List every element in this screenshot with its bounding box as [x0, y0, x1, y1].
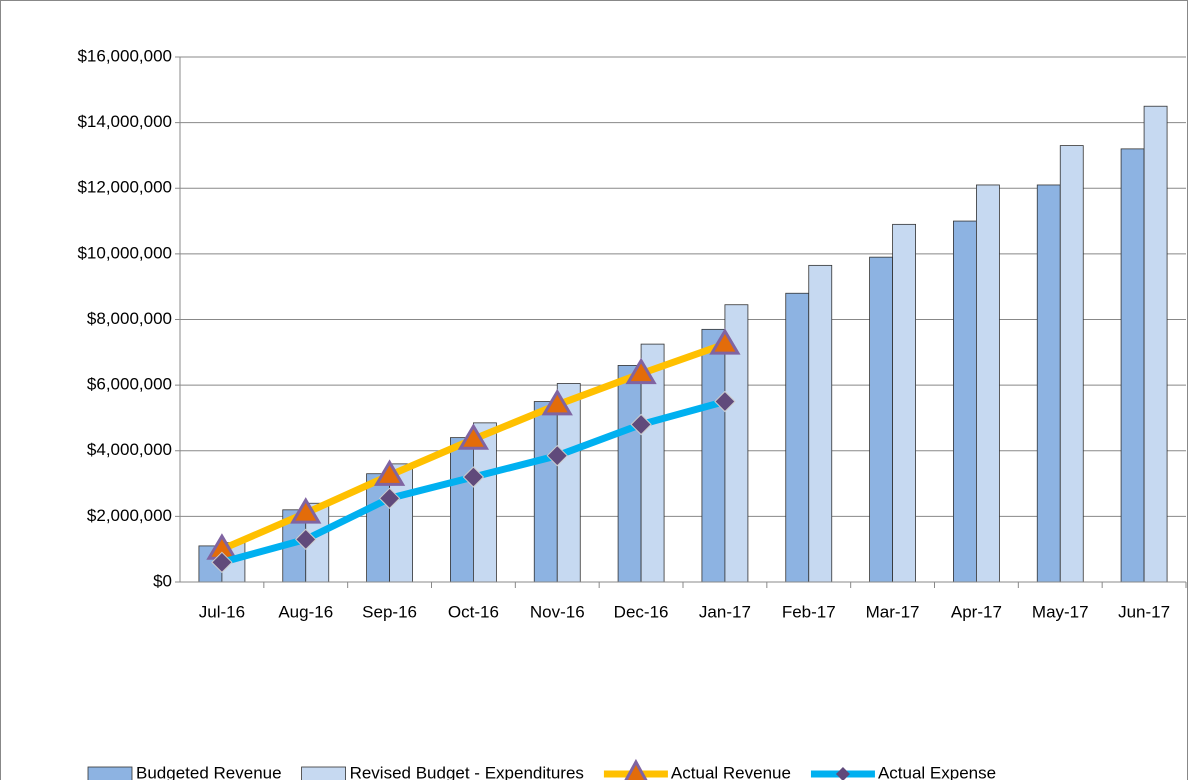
marker	[630, 413, 652, 436]
legend-label: Revised Budget - Expenditures	[350, 763, 584, 780]
bar	[450, 437, 474, 583]
x-tick-label: May-17	[1032, 602, 1089, 621]
legend-label: Actual Expense	[878, 763, 996, 780]
bar	[701, 328, 726, 583]
marker	[211, 551, 233, 574]
bar	[953, 220, 977, 583]
x-tick-label: Jun-17	[1118, 602, 1170, 621]
marker	[457, 423, 490, 450]
x-tick-label: Dec-16	[614, 602, 669, 621]
x-tick-label: Nov-16	[530, 602, 585, 621]
legend-swatch	[87, 766, 133, 780]
bar	[869, 256, 893, 583]
y-tick-label: $2,000,000	[87, 506, 172, 525]
marker	[462, 466, 485, 488]
y-tick-label: $12,000,000	[77, 178, 172, 197]
marker	[546, 444, 568, 467]
legend-label: Actual Revenue	[671, 763, 791, 780]
bar	[808, 264, 833, 583]
marker	[373, 459, 406, 486]
x-tick-label: Mar-17	[866, 602, 920, 621]
x-tick-label: Oct-16	[448, 602, 499, 621]
bar	[533, 401, 558, 583]
y-tick-label: $8,000,000	[87, 309, 172, 328]
marker	[541, 388, 573, 416]
bar	[785, 292, 810, 583]
legend-label: Budgeted Revenue	[136, 763, 282, 780]
marker	[625, 357, 657, 385]
bar	[366, 473, 390, 583]
x-tick-label: Jul-16	[199, 602, 245, 621]
bar	[1120, 148, 1145, 583]
bar	[892, 223, 916, 583]
x-tick-label: Aug-16	[278, 602, 333, 621]
bar	[1036, 184, 1061, 583]
legend-marker	[835, 767, 850, 780]
marker	[295, 528, 317, 551]
legend-marker	[624, 758, 648, 780]
bar	[617, 365, 642, 583]
bar	[1143, 105, 1168, 583]
x-tick-label: Feb-17	[782, 602, 836, 621]
x-tick-label: Apr-17	[951, 602, 1002, 621]
bar	[976, 184, 1000, 583]
marker	[709, 328, 741, 355]
y-tick-label: $4,000,000	[87, 440, 172, 459]
marker	[714, 390, 736, 413]
x-tick-label: Sep-16	[362, 602, 417, 621]
bar	[1059, 145, 1084, 583]
marker	[290, 497, 322, 524]
legend-swatch	[301, 766, 346, 780]
y-tick-label: $16,000,000	[77, 46, 172, 65]
marker	[378, 487, 401, 510]
x-tick-label: Jan-17	[699, 602, 751, 621]
y-tick-label: $6,000,000	[87, 375, 172, 394]
y-tick-label: $0	[153, 571, 172, 590]
y-tick-label: $14,000,000	[77, 112, 172, 131]
y-tick-label: $10,000,000	[77, 243, 172, 262]
